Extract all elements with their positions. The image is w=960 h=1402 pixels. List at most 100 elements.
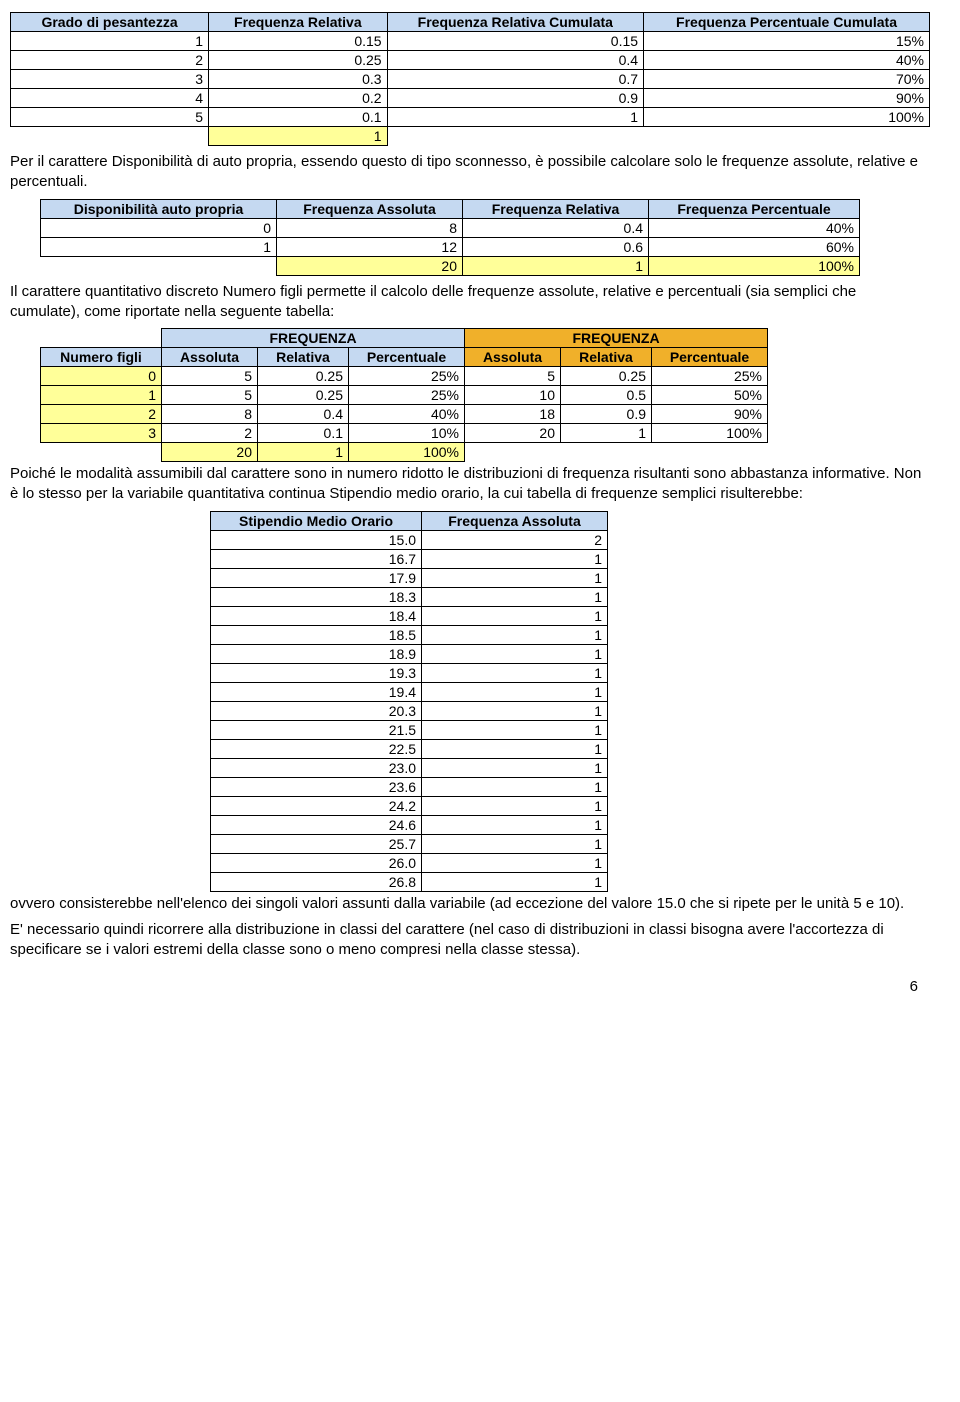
table-cell: 0.2 bbox=[209, 89, 387, 108]
t1-total: 1 bbox=[209, 127, 387, 146]
table-cell: 40% bbox=[644, 51, 930, 70]
table-cell: 23.6 bbox=[211, 777, 422, 796]
table-cell: 1 bbox=[422, 644, 608, 663]
table-cell: 40% bbox=[349, 405, 465, 424]
t4-col0: Stipendio Medio Orario bbox=[211, 511, 422, 530]
table-cell: 100% bbox=[644, 108, 930, 127]
t3-col5: Relativa bbox=[561, 348, 652, 367]
table-cell: 2 bbox=[422, 530, 608, 549]
table-cell: 4 bbox=[11, 89, 209, 108]
table-cell: 0.15 bbox=[209, 32, 387, 51]
t1-col1: Frequenza Relativa bbox=[209, 13, 387, 32]
table-cell: 0.1 bbox=[209, 108, 387, 127]
table-cell: 0.5 bbox=[561, 386, 652, 405]
table-cell: 19.3 bbox=[211, 663, 422, 682]
table-cell: 19.4 bbox=[211, 682, 422, 701]
t3-total-2: 1 bbox=[258, 443, 349, 462]
table-cell: 0.15 bbox=[387, 32, 643, 51]
table-cell: 5 bbox=[11, 108, 209, 127]
table-cell: 25.7 bbox=[211, 834, 422, 853]
t3-group2: FREQUENZA bbox=[465, 329, 768, 348]
table-cell: 25% bbox=[349, 386, 465, 405]
table-cell: 0.25 bbox=[258, 386, 349, 405]
t3-group1: FREQUENZA bbox=[162, 329, 465, 348]
table-cell: 1 bbox=[422, 777, 608, 796]
table-cell: 90% bbox=[644, 89, 930, 108]
table-cell: 15.0 bbox=[211, 530, 422, 549]
table-cell: 2 bbox=[11, 51, 209, 70]
table-cell: 17.9 bbox=[211, 568, 422, 587]
table-cell: 24.2 bbox=[211, 796, 422, 815]
t1-col3: Frequenza Percentuale Cumulata bbox=[644, 13, 930, 32]
table-cell: 1 bbox=[422, 872, 608, 891]
table-stipendio: Stipendio Medio Orario Frequenza Assolut… bbox=[210, 511, 608, 892]
table-cell: 0 bbox=[41, 218, 277, 237]
table-cell: 5 bbox=[162, 386, 258, 405]
t3-col0: Numero figli bbox=[41, 348, 162, 367]
table-cell: 22.5 bbox=[211, 739, 422, 758]
table-cell: 18.9 bbox=[211, 644, 422, 663]
t2-col3: Frequenza Percentuale bbox=[649, 199, 860, 218]
table-cell: 8 bbox=[162, 405, 258, 424]
table-cell: 0.1 bbox=[258, 424, 349, 443]
table-cell: 1 bbox=[422, 815, 608, 834]
table-cell: 26.0 bbox=[211, 853, 422, 872]
table-cell: 1 bbox=[422, 663, 608, 682]
table-cell: 0.7 bbox=[387, 70, 643, 89]
table-cell: 8 bbox=[277, 218, 463, 237]
table-cell: 0.4 bbox=[463, 218, 649, 237]
table-cell: 25% bbox=[349, 367, 465, 386]
table-cell: 1 bbox=[422, 682, 608, 701]
table-cell: 18 bbox=[465, 405, 561, 424]
paragraph-3: Poiché le modalità assumibili dal caratt… bbox=[10, 464, 930, 505]
table-cell: 1 bbox=[387, 108, 643, 127]
t3-total-3: 100% bbox=[349, 443, 465, 462]
t3-col1: Assoluta bbox=[162, 348, 258, 367]
table-cell: 25% bbox=[652, 367, 768, 386]
table-cell: 5 bbox=[162, 367, 258, 386]
t4-col1: Frequenza Assoluta bbox=[422, 511, 608, 530]
table-cell: 5 bbox=[465, 367, 561, 386]
table-cell: 18.3 bbox=[211, 587, 422, 606]
table-cell: 1 bbox=[422, 739, 608, 758]
table-cell: 21.5 bbox=[211, 720, 422, 739]
table-cell: 3 bbox=[41, 424, 162, 443]
table-cell: 1 bbox=[422, 606, 608, 625]
table-cell: 1 bbox=[422, 758, 608, 777]
table-disponibilita: Disponibilità auto propria Frequenza Ass… bbox=[40, 199, 860, 276]
table-numero-figli: FREQUENZA FREQUENZA Numero figli Assolut… bbox=[40, 328, 768, 462]
t2-col1: Frequenza Assoluta bbox=[277, 199, 463, 218]
table-cell: 20 bbox=[465, 424, 561, 443]
table-cell: 15% bbox=[644, 32, 930, 51]
t3-col4: Assoluta bbox=[465, 348, 561, 367]
paragraph-1: Per il carattere Disponibilità di auto p… bbox=[10, 152, 930, 193]
table-cell: 1 bbox=[422, 568, 608, 587]
table-cell: 1 bbox=[422, 701, 608, 720]
table-cell: 0.25 bbox=[561, 367, 652, 386]
table-cell: 24.6 bbox=[211, 815, 422, 834]
table-cell: 0.6 bbox=[463, 237, 649, 256]
table-cell: 1 bbox=[422, 625, 608, 644]
t3-col3: Percentuale bbox=[349, 348, 465, 367]
table-cell: 1 bbox=[422, 834, 608, 853]
page-number: 6 bbox=[10, 978, 930, 995]
table-cell: 10% bbox=[349, 424, 465, 443]
table-cell: 18.4 bbox=[211, 606, 422, 625]
table-cell: 1 bbox=[11, 32, 209, 51]
table-cell: 20.3 bbox=[211, 701, 422, 720]
table-cell: 1 bbox=[422, 720, 608, 739]
paragraph-5: E' necessario quindi ricorrere alla dist… bbox=[10, 920, 930, 961]
table-cell: 1 bbox=[422, 549, 608, 568]
table-cell: 23.0 bbox=[211, 758, 422, 777]
table-cell: 70% bbox=[644, 70, 930, 89]
table-cell: 0 bbox=[41, 367, 162, 386]
table-cell: 40% bbox=[649, 218, 860, 237]
t2-total-1: 20 bbox=[277, 256, 463, 275]
table-grado-pesantezza: Grado di pesantezza Frequenza Relativa F… bbox=[10, 12, 930, 146]
table-cell: 3 bbox=[11, 70, 209, 89]
t2-col2: Frequenza Relativa bbox=[463, 199, 649, 218]
table-cell: 26.8 bbox=[211, 872, 422, 891]
table-cell: 0.4 bbox=[258, 405, 349, 424]
t1-col2: Frequenza Relativa Cumulata bbox=[387, 13, 643, 32]
table-cell: 100% bbox=[652, 424, 768, 443]
